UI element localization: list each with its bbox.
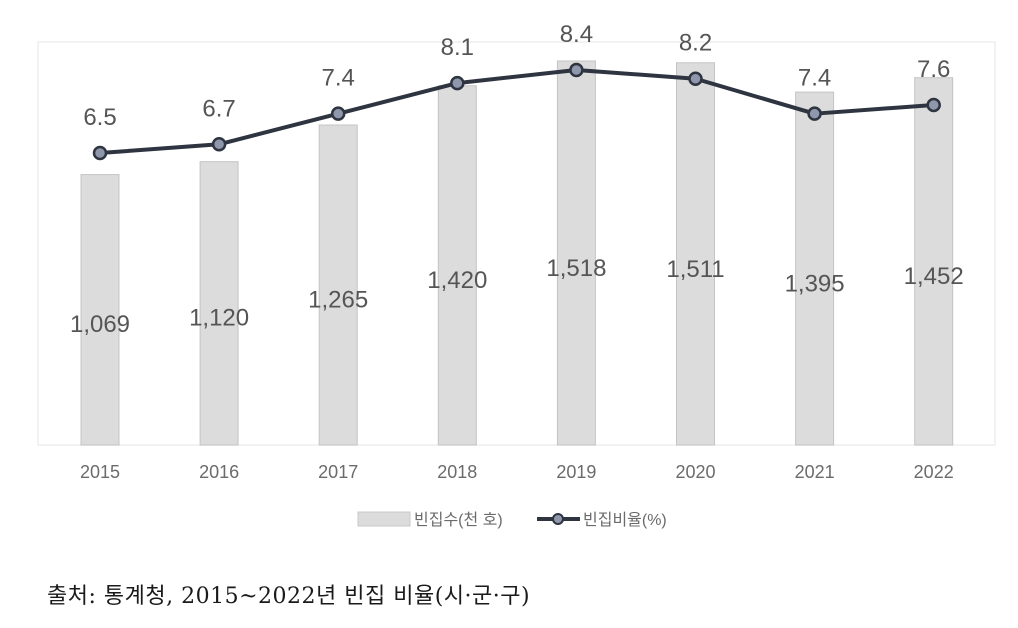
bar-value-label: 1,518 bbox=[546, 255, 606, 282]
bar-2019 bbox=[556, 60, 596, 446]
line-value-label: 7.4 bbox=[322, 65, 355, 92]
legend: 빈집수(천 호) 빈집비율(%) bbox=[357, 511, 667, 529]
plot-area-border bbox=[37, 41, 996, 446]
line-marker-2021 bbox=[807, 106, 822, 121]
x-tick-label: 2021 bbox=[795, 462, 835, 482]
line-marker-2022 bbox=[926, 97, 941, 113]
bar-2020 bbox=[676, 62, 715, 446]
legend-item-bar: 빈집수(천 호) bbox=[357, 511, 503, 529]
line-marker-2019 bbox=[569, 62, 584, 78]
line-value-label: 8.1 bbox=[441, 34, 474, 61]
bar-value-labels: 1,069 1,120 1,265 1,420 1,518 1,511 1,395 1,452 bbox=[70, 255, 964, 338]
line-value-label: 7.4 bbox=[798, 65, 831, 92]
legend-bar-label: 빈집수(천 호) bbox=[414, 511, 503, 529]
bar-2022 bbox=[914, 77, 954, 446]
bar-value-label: 1,511 bbox=[666, 256, 724, 283]
line-series bbox=[92, 62, 941, 161]
line-marker-2016 bbox=[211, 137, 227, 152]
legend-item-line: 빈집비율(%) bbox=[537, 511, 667, 529]
bar-value-label: 1,069 bbox=[70, 311, 130, 338]
bar-value-label: 1,265 bbox=[308, 287, 368, 314]
line-marker-2020 bbox=[688, 71, 703, 86]
bar-2015 bbox=[80, 174, 120, 446]
bar-2016 bbox=[199, 161, 239, 446]
bar-2017 bbox=[318, 124, 358, 446]
x-axis-tick-labels: 2015 2016 2017 2018 2019 2020 2021 2022 bbox=[80, 462, 954, 482]
line-value-labels: 6.5 6.7 7.4 8.1 8.4 8.2 7.4 7.6 bbox=[83, 21, 950, 131]
line-value-label: 7.6 bbox=[917, 56, 950, 83]
line-marker-2018 bbox=[450, 75, 465, 91]
ratio-line bbox=[99, 68, 934, 155]
x-tick-label: 2018 bbox=[437, 462, 477, 482]
legend-line-label: 빈집비율(%) bbox=[583, 511, 667, 529]
legend-bar-swatch bbox=[357, 511, 411, 527]
bar-value-label: 1,395 bbox=[785, 270, 845, 297]
bar-value-label: 1,420 bbox=[427, 267, 487, 294]
line-marker-2015 bbox=[92, 145, 108, 161]
line-value-label: 8.2 bbox=[679, 30, 712, 57]
line-value-label: 8.4 bbox=[560, 21, 593, 48]
bar-series bbox=[80, 60, 954, 446]
x-tick-label: 2019 bbox=[556, 462, 596, 482]
source-caption: 출처: 통계청, 2015~2022년 빈집 비율(시·군·구) bbox=[47, 584, 531, 609]
chart-canvas: 1,069 1,120 1,265 1,420 1,518 1,511 1,395 1,452… bbox=[37, 21, 996, 529]
x-tick-label: 2015 bbox=[80, 462, 120, 482]
legend-line-marker-icon bbox=[552, 513, 564, 525]
line-marker-2017 bbox=[330, 106, 346, 121]
x-tick-label: 2022 bbox=[914, 462, 954, 482]
bar-value-label: 1,120 bbox=[189, 305, 249, 332]
line-value-label: 6.5 bbox=[83, 104, 116, 131]
x-tick-label: 2016 bbox=[199, 462, 239, 482]
x-tick-label: 2020 bbox=[675, 462, 715, 482]
x-tick-label: 2017 bbox=[318, 462, 358, 482]
bar-2021 bbox=[795, 91, 835, 446]
bar-value-label: 1,452 bbox=[904, 263, 964, 290]
line-value-label: 6.7 bbox=[202, 95, 235, 122]
combo-chart: 1,069 1,120 1,265 1,420 1,518 1,511 1,395 1,452… bbox=[37, 21, 996, 529]
bar-2018 bbox=[437, 85, 477, 446]
